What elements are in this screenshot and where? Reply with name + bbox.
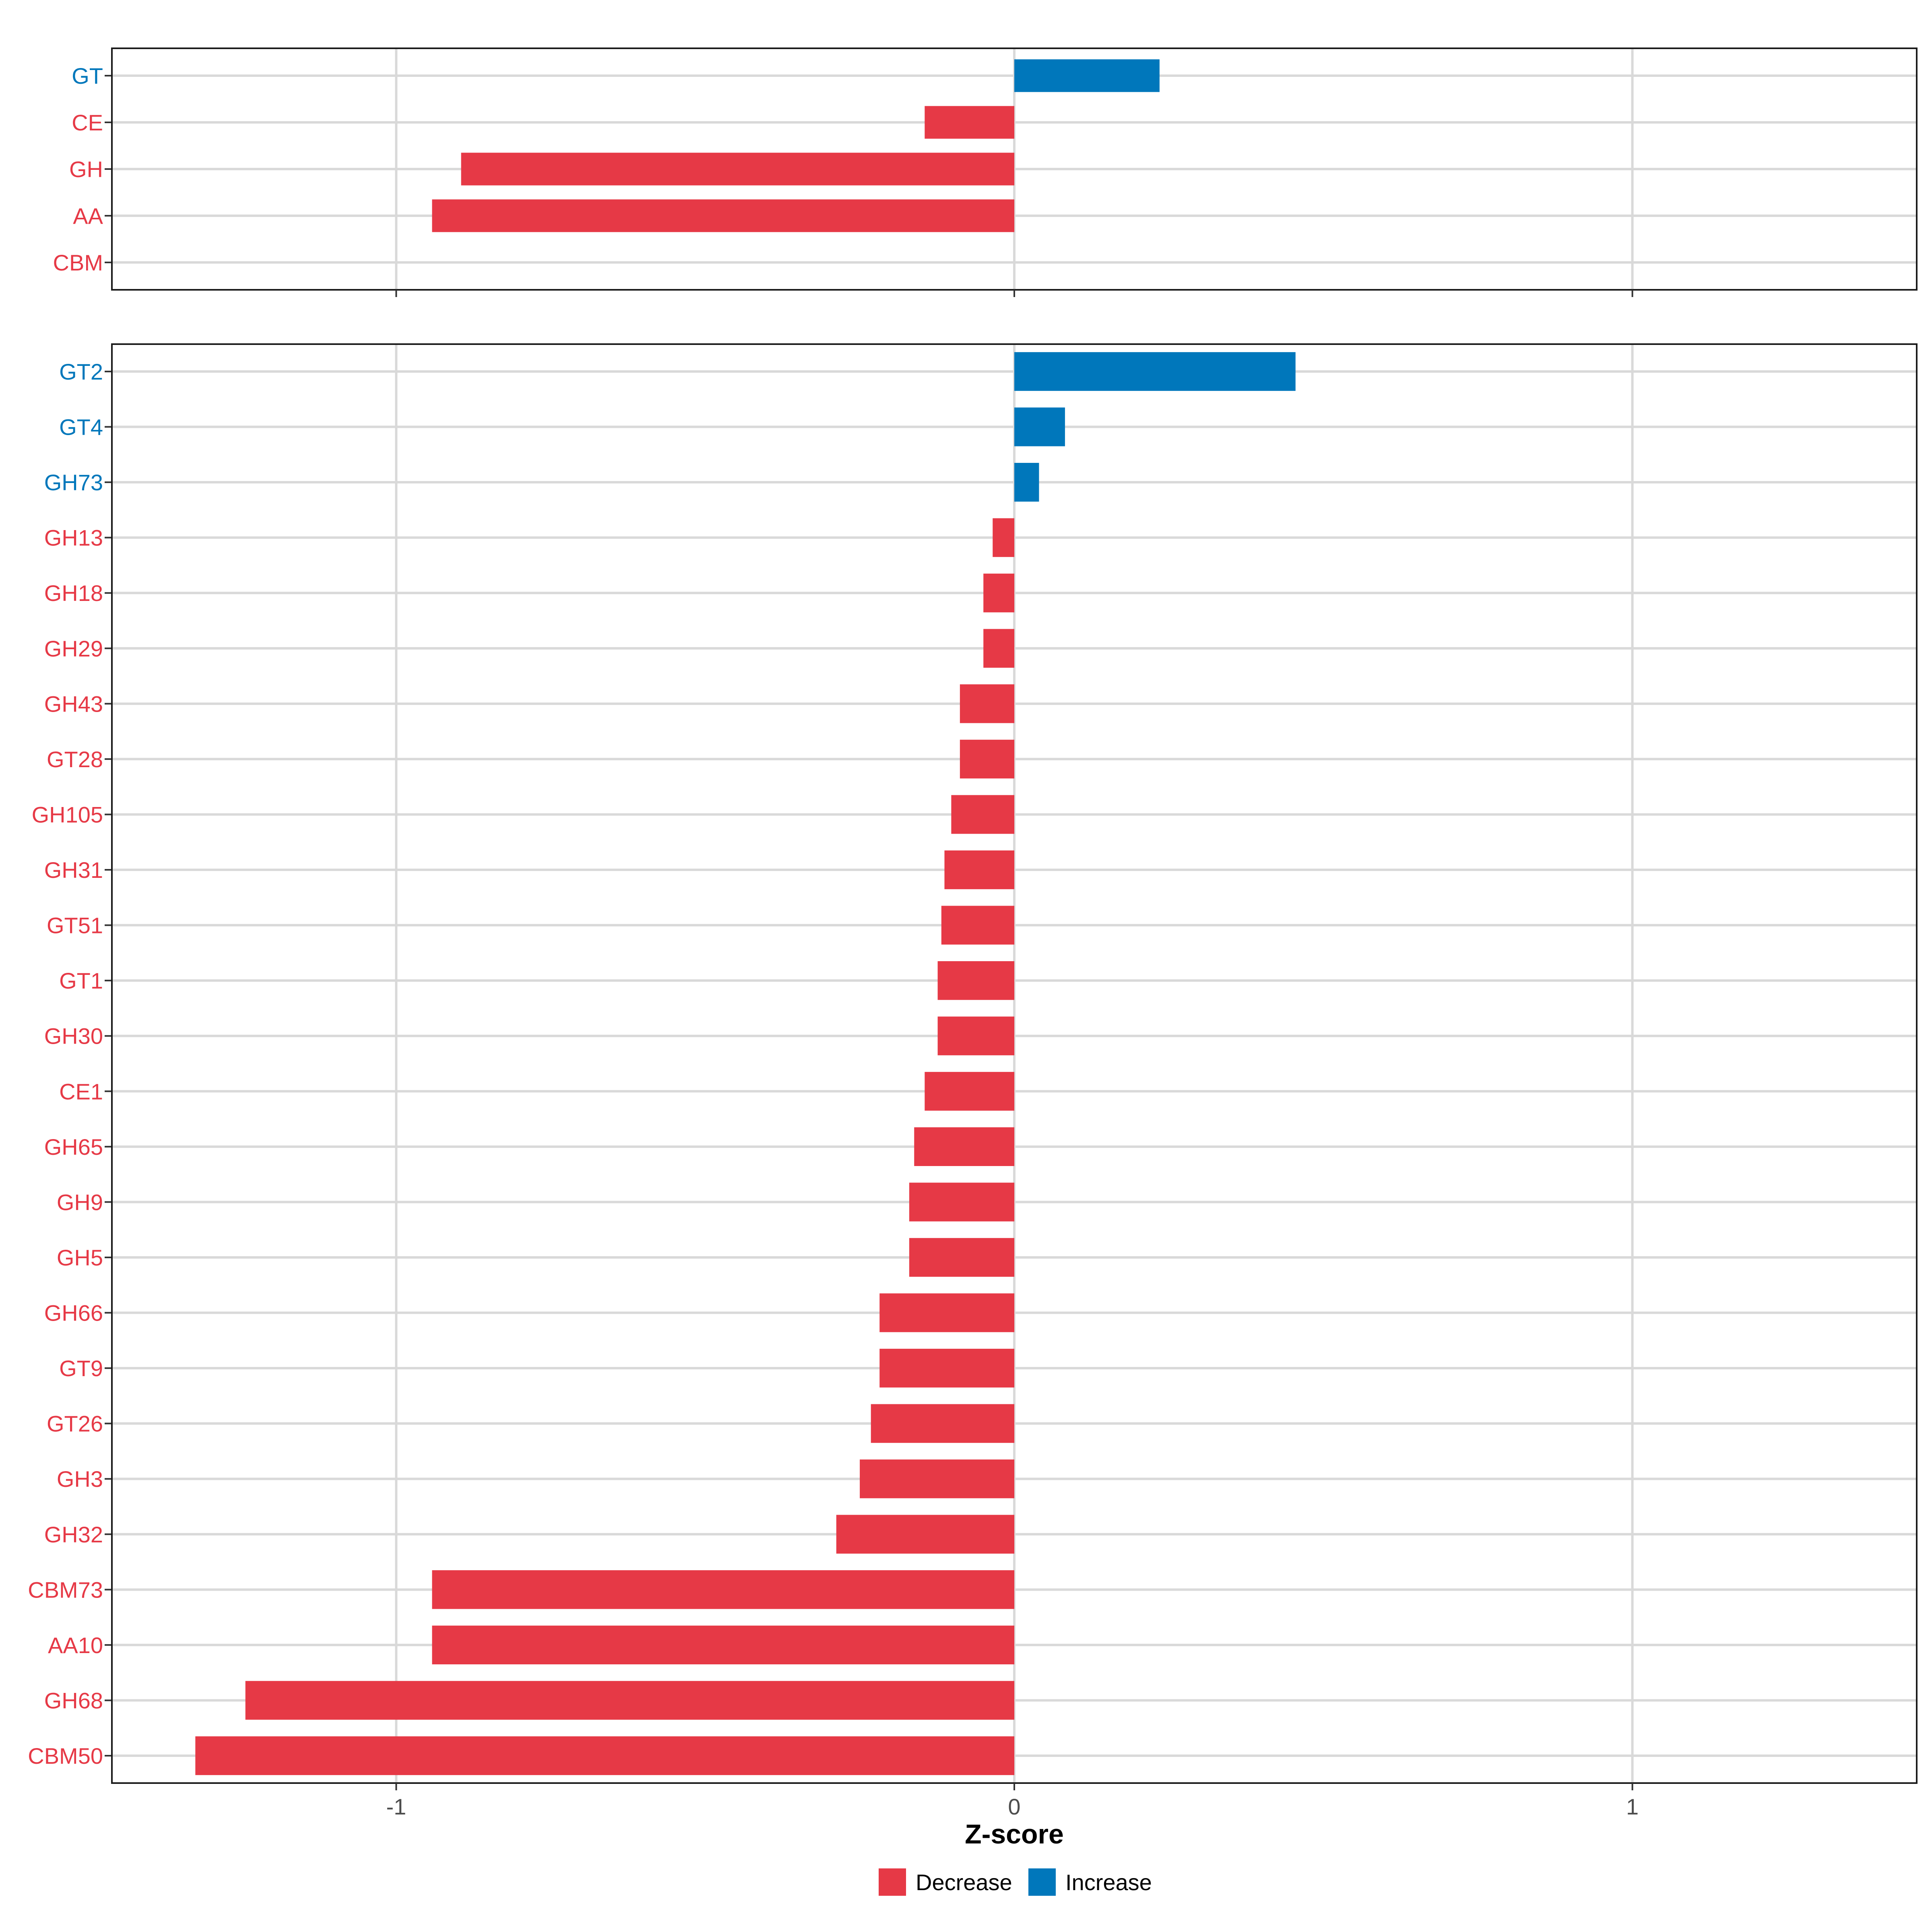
bar-gh29 <box>983 629 1014 668</box>
category-label: GH13 <box>44 525 103 551</box>
bar-gt2 <box>1014 352 1296 391</box>
bar-gt4 <box>1014 407 1065 446</box>
bar-gh9 <box>909 1183 1014 1222</box>
legend: Decrease Increase <box>879 1868 1152 1896</box>
bar-ce1 <box>925 1072 1014 1111</box>
category-label: GT2 <box>59 359 103 384</box>
bar-gh65 <box>914 1127 1014 1166</box>
category-label: GT1 <box>59 968 103 993</box>
bar-gh73 <box>1014 462 1039 502</box>
bar-gh <box>461 153 1014 186</box>
bar-gt26 <box>871 1404 1014 1443</box>
bar-gh5 <box>909 1238 1014 1277</box>
x-tick-label: 0 <box>1008 1794 1020 1819</box>
x-tick-label: -1 <box>386 1794 406 1819</box>
bar-gh32 <box>836 1515 1014 1554</box>
category-label: GT <box>72 63 103 89</box>
bar-ce <box>925 106 1014 139</box>
bar-gt <box>1014 59 1160 92</box>
category-label: GH31 <box>44 857 103 883</box>
bar-cbm73 <box>432 1570 1014 1609</box>
bar-aa10 <box>432 1625 1014 1665</box>
category-label: GH5 <box>57 1245 103 1270</box>
category-label: GH29 <box>44 636 103 661</box>
category-label: GH68 <box>44 1688 103 1713</box>
category-label: GH105 <box>32 802 103 827</box>
bar-gh105 <box>951 795 1014 834</box>
legend-label-increase: Increase <box>1065 1870 1152 1895</box>
category-label: GH66 <box>44 1300 103 1326</box>
category-label: GH9 <box>57 1189 103 1215</box>
category-label: CBM73 <box>28 1577 103 1602</box>
legend-swatch-increase <box>1028 1868 1056 1896</box>
category-label: GT4 <box>59 415 103 440</box>
category-label: AA <box>73 203 103 229</box>
bar-gh30 <box>937 1016 1014 1055</box>
panel-bottom: GT2GT4GH73GH13GH18GH29GH43GT28GH105GH31G… <box>28 343 1918 1819</box>
category-label: CE1 <box>59 1079 103 1104</box>
category-label: CBM50 <box>28 1743 103 1769</box>
category-label: GH <box>69 157 103 182</box>
category-label: GH3 <box>57 1466 103 1492</box>
category-label: GH65 <box>44 1134 103 1160</box>
category-label: GH30 <box>44 1024 103 1049</box>
x-axis-title: Z-score <box>965 1819 1064 1849</box>
bar-gh3 <box>860 1459 1014 1499</box>
x-tick-label: 1 <box>1626 1794 1639 1819</box>
category-label: CE <box>72 110 103 135</box>
category-label: GT9 <box>59 1356 103 1381</box>
bar-gh18 <box>983 574 1014 613</box>
category-label: GH32 <box>44 1522 103 1547</box>
category-label: GH18 <box>44 580 103 606</box>
category-label: GH43 <box>44 691 103 716</box>
bar-gt28 <box>960 739 1014 779</box>
category-label: CBM <box>53 250 103 275</box>
bar-gh66 <box>879 1293 1014 1332</box>
bar-gt51 <box>941 906 1014 945</box>
category-label: GT28 <box>47 747 103 772</box>
bar-gh13 <box>993 518 1014 557</box>
bar-aa <box>432 199 1014 232</box>
panel-top: GT CE GH AA CBM <box>53 47 1918 297</box>
bar-gt9 <box>879 1348 1014 1388</box>
bar-gh43 <box>960 684 1014 723</box>
legend-swatch-decrease <box>879 1868 906 1896</box>
bar-gh31 <box>944 850 1014 890</box>
category-label: AA10 <box>48 1633 103 1658</box>
category-label: GT26 <box>47 1411 103 1437</box>
category-label: GH73 <box>44 470 103 495</box>
bar-gt1 <box>937 961 1014 1000</box>
category-label: GT51 <box>47 913 103 938</box>
legend-label-decrease: Decrease <box>916 1870 1012 1895</box>
bar-gh68 <box>245 1681 1015 1720</box>
bar-cbm50 <box>195 1736 1014 1775</box>
